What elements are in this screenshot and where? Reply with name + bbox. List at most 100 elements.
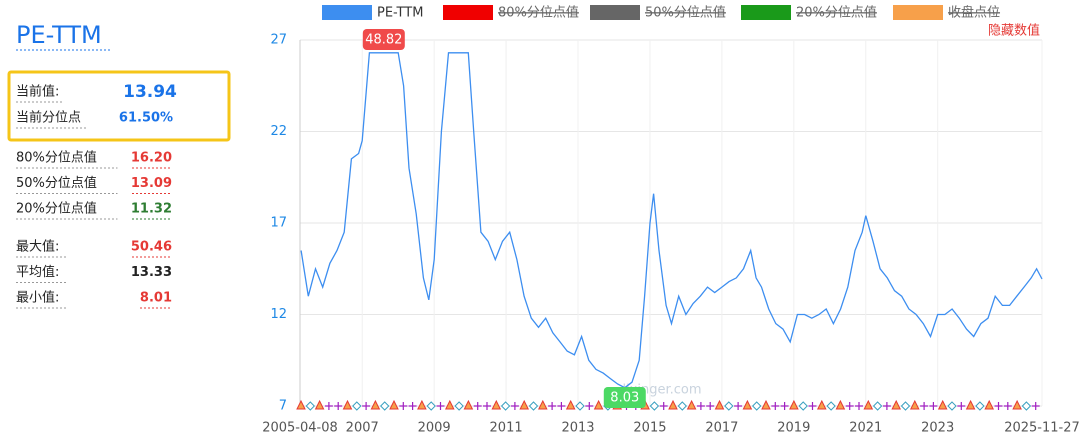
event-marker — [557, 402, 566, 410]
hide-values-button[interactable]: 隐藏数值 — [988, 23, 1040, 39]
event-marker — [761, 399, 771, 410]
event-marker — [882, 402, 891, 410]
annotation-label: 48.82 — [365, 33, 402, 48]
stat-value: 50.46 — [131, 240, 172, 255]
event-marker — [863, 399, 874, 410]
event-marker — [575, 401, 585, 411]
stat-label: 平均值: — [16, 264, 59, 280]
event-marker — [314, 399, 325, 410]
annotation-box — [362, 29, 405, 50]
legend-label[interactable]: 80%分位点值 — [498, 5, 579, 21]
event-marker — [686, 399, 697, 410]
event-marker — [444, 399, 455, 410]
event-marker — [808, 402, 817, 410]
event-marker — [305, 401, 316, 411]
event-marker — [816, 399, 827, 410]
x-tick-label: 2007 — [346, 421, 379, 436]
event-marker — [929, 402, 938, 410]
event-marker — [714, 399, 725, 410]
event-marker — [1021, 401, 1032, 411]
legend-swatch[interactable] — [443, 5, 493, 20]
event-marker — [872, 401, 883, 411]
event-marker — [706, 402, 715, 410]
x-tick-label: 2013 — [561, 421, 594, 436]
y-tick-label: 27 — [270, 33, 287, 48]
y-tick-label: 12 — [270, 307, 287, 322]
event-marker — [379, 401, 390, 411]
event-marker — [483, 402, 491, 410]
event-marker — [724, 401, 734, 411]
legend-label[interactable]: 50%分位点值 — [645, 5, 726, 21]
event-marker — [659, 402, 668, 410]
event-marker — [334, 402, 343, 410]
event-marker — [408, 402, 417, 410]
event-marker — [677, 401, 688, 411]
event-marker — [1003, 402, 1012, 410]
x-tick-label: 2009 — [418, 421, 451, 436]
stat-value: 16.20 — [131, 151, 172, 166]
event-marker — [742, 399, 753, 410]
event-marker — [454, 401, 464, 411]
event-marker — [957, 402, 966, 410]
event-marker — [528, 401, 539, 411]
x-tick-label: 2011 — [490, 421, 523, 436]
x-tick-label: 2017 — [705, 421, 738, 436]
stat-label: 80%分位点值 — [16, 150, 97, 166]
x-tick-label: 2025-11-27 — [1004, 421, 1080, 436]
event-marker — [389, 399, 399, 410]
y-tick-label: 22 — [270, 124, 287, 139]
event-marker — [780, 402, 789, 410]
event-marker — [798, 401, 808, 411]
y-tick-label: 7 — [279, 399, 287, 414]
event-marker — [537, 399, 548, 410]
event-marker — [342, 399, 353, 410]
x-tick-label: 2019 — [777, 421, 810, 436]
event-marker — [994, 402, 1003, 410]
event-marker — [324, 402, 333, 410]
legend-label[interactable]: 20%分位点值 — [796, 5, 877, 21]
stat-value: 8.01 — [140, 291, 172, 306]
event-marker — [510, 402, 519, 410]
event-marker — [845, 402, 854, 410]
legend-swatch[interactable] — [322, 5, 372, 20]
event-marker — [891, 399, 902, 410]
x-tick-label: 2021 — [849, 421, 882, 436]
event-marker — [771, 402, 780, 410]
pe-line — [300, 52, 1043, 389]
event-marker — [463, 399, 474, 410]
x-tick-label: 2023 — [921, 421, 954, 436]
event-marker — [436, 402, 445, 410]
event-marker — [696, 402, 705, 410]
event-marker — [909, 399, 920, 410]
event-marker — [649, 401, 660, 411]
panel-title: PE-TTM — [16, 21, 102, 49]
event-marker — [937, 399, 948, 410]
event-marker — [835, 399, 846, 410]
event-marker — [417, 399, 427, 410]
legend-label[interactable]: PE-TTM — [377, 6, 423, 21]
stat-label: 50%分位点值 — [16, 175, 97, 191]
stat-label: 20%分位点值 — [16, 201, 97, 217]
y-tick-label: 17 — [270, 216, 287, 231]
stat-label: 最小值: — [16, 290, 59, 306]
legend-swatch[interactable] — [893, 5, 943, 20]
event-marker — [826, 401, 836, 411]
event-marker — [1031, 402, 1040, 410]
event-marker — [565, 399, 576, 410]
stat-value: 13.33 — [131, 265, 172, 280]
legend-label[interactable]: 收盘点位 — [948, 5, 1000, 21]
event-marker — [593, 399, 604, 410]
event-marker — [362, 402, 371, 410]
event-marker — [965, 399, 976, 410]
legend-swatch[interactable] — [741, 5, 791, 20]
legend-swatch[interactable] — [590, 5, 640, 20]
event-marker — [399, 402, 408, 410]
current-value: 13.94 — [123, 82, 177, 102]
current-box — [7, 70, 231, 142]
event-marker — [900, 401, 911, 411]
event-marker — [734, 402, 743, 410]
annotation-box — [603, 387, 646, 408]
event-marker — [585, 402, 594, 410]
